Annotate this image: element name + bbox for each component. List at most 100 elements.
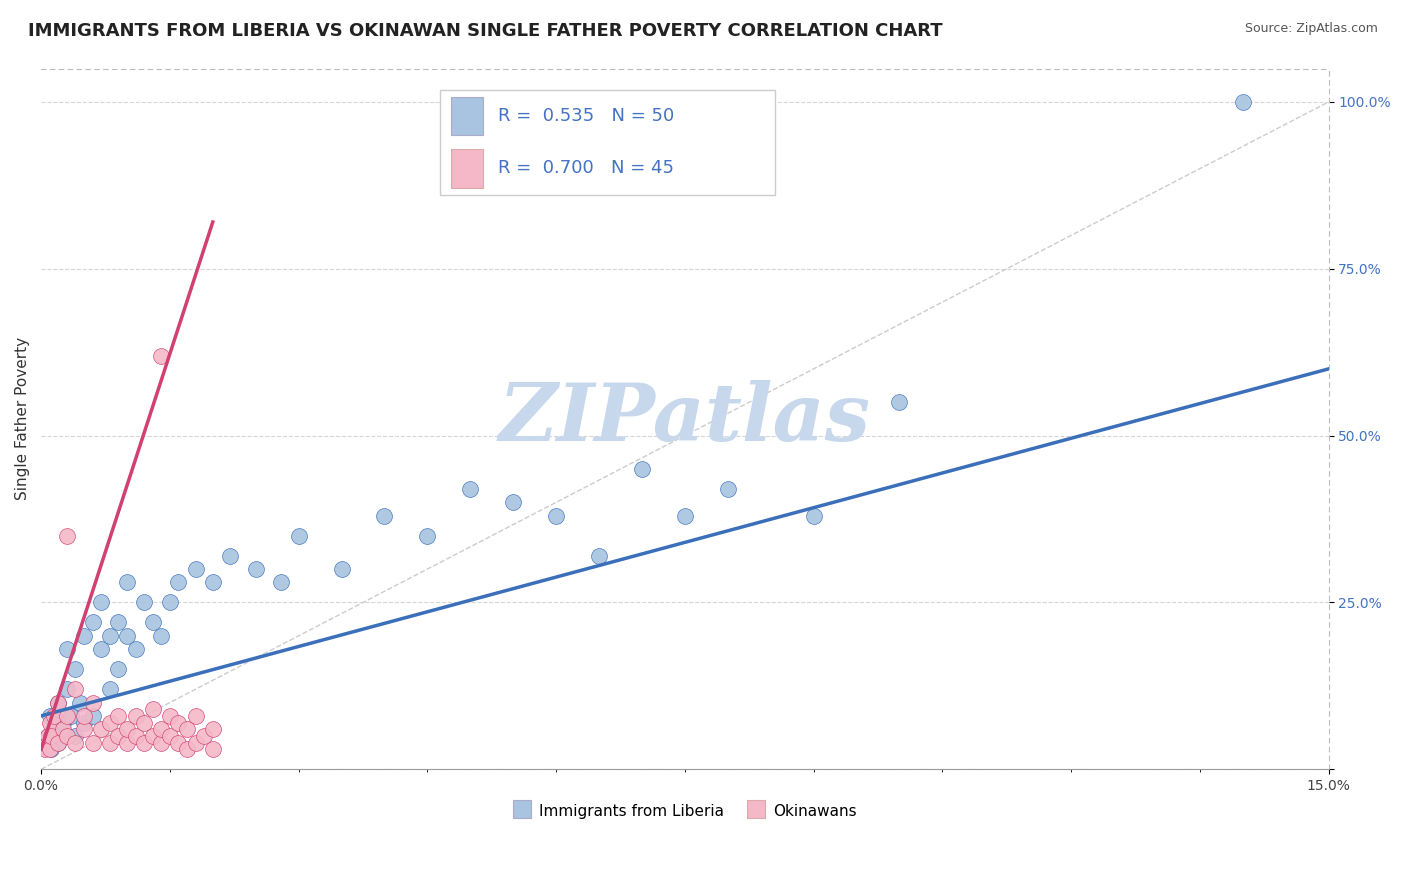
Point	[287, 529, 309, 543]
Text: Source: ZipAtlas.com: Source: ZipAtlas.com	[1244, 22, 1378, 36]
Point	[588, 549, 610, 563]
Point	[65, 729, 87, 743]
Y-axis label: Single Father Poverty: Single Father Poverty	[15, 337, 30, 500]
Text: IMMIGRANTS FROM LIBERIA VS OKINAWAN SINGLE FATHER POVERTY CORRELATION CHART: IMMIGRANTS FROM LIBERIA VS OKINAWAN SING…	[28, 22, 943, 40]
Point	[201, 742, 224, 756]
Point	[73, 715, 96, 730]
Point	[41, 742, 63, 756]
Point	[159, 595, 181, 609]
Point	[201, 723, 224, 737]
Point	[219, 549, 242, 563]
Point	[124, 642, 146, 657]
Point	[142, 615, 165, 630]
Point	[132, 715, 155, 730]
FancyBboxPatch shape	[450, 96, 482, 135]
Point	[82, 615, 104, 630]
Text: R =  0.700   N = 45: R = 0.700 N = 45	[498, 160, 675, 178]
Point	[65, 682, 87, 697]
Point	[46, 736, 69, 750]
Point	[46, 736, 69, 750]
Point	[115, 629, 138, 643]
FancyBboxPatch shape	[450, 149, 482, 187]
Point	[245, 562, 267, 576]
Point	[98, 715, 121, 730]
Point	[82, 696, 104, 710]
Point	[107, 709, 129, 723]
Point	[717, 482, 740, 496]
Point	[107, 615, 129, 630]
Point	[176, 742, 198, 756]
Point	[546, 508, 568, 523]
Point	[42, 709, 65, 723]
FancyBboxPatch shape	[440, 89, 775, 194]
Point	[98, 629, 121, 643]
Point	[42, 723, 65, 737]
Point	[37, 729, 59, 743]
Point	[115, 575, 138, 590]
Point	[65, 736, 87, 750]
Point	[184, 736, 207, 750]
Point	[176, 723, 198, 737]
Point	[458, 482, 481, 496]
Point	[52, 723, 75, 737]
Point	[46, 696, 69, 710]
Point	[270, 575, 292, 590]
Point	[56, 642, 79, 657]
Point	[46, 696, 69, 710]
Point	[150, 629, 173, 643]
Point	[184, 709, 207, 723]
Point	[60, 709, 83, 723]
Point	[167, 575, 190, 590]
Point	[416, 529, 439, 543]
Point	[56, 729, 79, 743]
Point	[124, 729, 146, 743]
Point	[56, 529, 79, 543]
Point	[631, 462, 654, 476]
Point	[142, 729, 165, 743]
Point	[167, 715, 190, 730]
Point	[34, 742, 56, 756]
Point	[115, 736, 138, 750]
Point	[502, 495, 524, 509]
Point	[803, 508, 825, 523]
Point	[124, 709, 146, 723]
Point	[1232, 95, 1254, 109]
Point	[98, 736, 121, 750]
Point	[69, 696, 91, 710]
Point	[37, 729, 59, 743]
Point	[150, 349, 173, 363]
Point	[90, 723, 112, 737]
Point	[159, 709, 181, 723]
Point	[150, 736, 173, 750]
Text: R =  0.535   N = 50: R = 0.535 N = 50	[498, 107, 675, 125]
Point	[115, 723, 138, 737]
Point	[107, 662, 129, 676]
Point	[90, 595, 112, 609]
Point	[38, 742, 60, 756]
Point	[159, 729, 181, 743]
Point	[330, 562, 353, 576]
Point	[107, 729, 129, 743]
Point	[73, 629, 96, 643]
Point	[373, 508, 395, 523]
Point	[38, 715, 60, 730]
Point	[98, 682, 121, 697]
Point	[73, 723, 96, 737]
Point	[132, 736, 155, 750]
Point	[193, 729, 215, 743]
Point	[132, 595, 155, 609]
Point	[82, 736, 104, 750]
Point	[889, 395, 911, 409]
Point	[167, 736, 190, 750]
Point	[73, 709, 96, 723]
Point	[65, 662, 87, 676]
Point	[142, 702, 165, 716]
Point	[90, 642, 112, 657]
Point	[41, 729, 63, 743]
Point	[56, 709, 79, 723]
Legend: Immigrants from Liberia, Okinawans: Immigrants from Liberia, Okinawans	[508, 797, 863, 825]
Text: ZIPatlas: ZIPatlas	[499, 380, 870, 458]
Point	[82, 709, 104, 723]
Point	[673, 508, 696, 523]
Point	[150, 723, 173, 737]
